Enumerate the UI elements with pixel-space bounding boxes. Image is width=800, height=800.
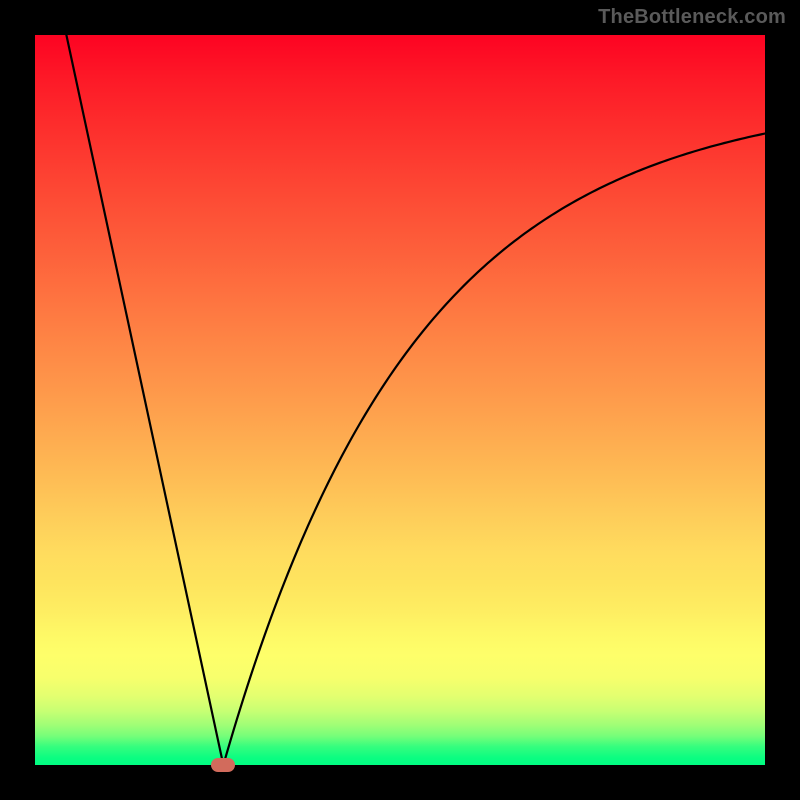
watermark-text: TheBottleneck.com bbox=[598, 6, 786, 29]
plot-svg bbox=[35, 35, 765, 765]
plot-area bbox=[35, 35, 765, 765]
vertex-marker bbox=[211, 758, 235, 772]
